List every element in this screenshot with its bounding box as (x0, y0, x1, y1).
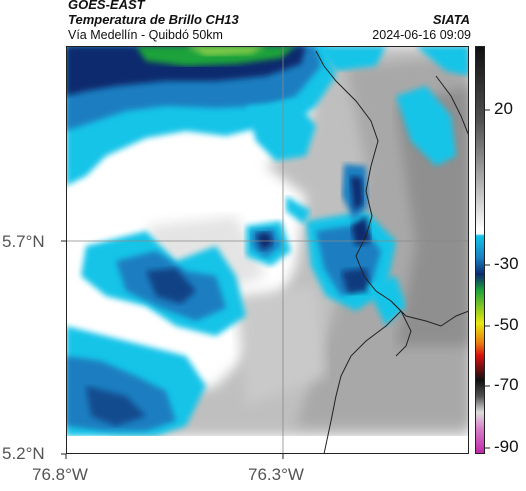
map-frame (66, 46, 469, 454)
organization-label: SIATA (432, 12, 470, 27)
nodata-strip (66, 436, 469, 454)
colorbar-label: 20 (494, 99, 513, 118)
lon-tick-label: 76.8°W (32, 465, 88, 484)
lon-tick-label: 76.3°W (248, 465, 304, 484)
product-title: GOES-EAST (68, 0, 145, 12)
lat-tick-label: 5.2°N (2, 444, 45, 463)
lat-tick-label: 5.7°N (2, 232, 45, 251)
product-subtitle: Temperatura de Brillo CH13 (68, 12, 239, 27)
colorbar-label: -90 (494, 437, 519, 456)
colorbar-label: -30 (494, 254, 519, 273)
route-label: Vía Medellín - Quibdó 50km (68, 28, 223, 42)
colorbar-label: -50 (494, 315, 519, 334)
boundary-lines (315, 50, 470, 455)
timestamp-label: 2024-06-16 09:09 (372, 28, 471, 42)
convective-cells (66, 164, 406, 436)
satellite-map (66, 46, 470, 455)
cold-cloud-top-right (246, 46, 469, 166)
cold-cloud-top-left (66, 46, 336, 186)
colorbar (475, 46, 485, 454)
brightness-temperature-image (66, 46, 470, 455)
colorbar-label: -70 (494, 375, 519, 394)
